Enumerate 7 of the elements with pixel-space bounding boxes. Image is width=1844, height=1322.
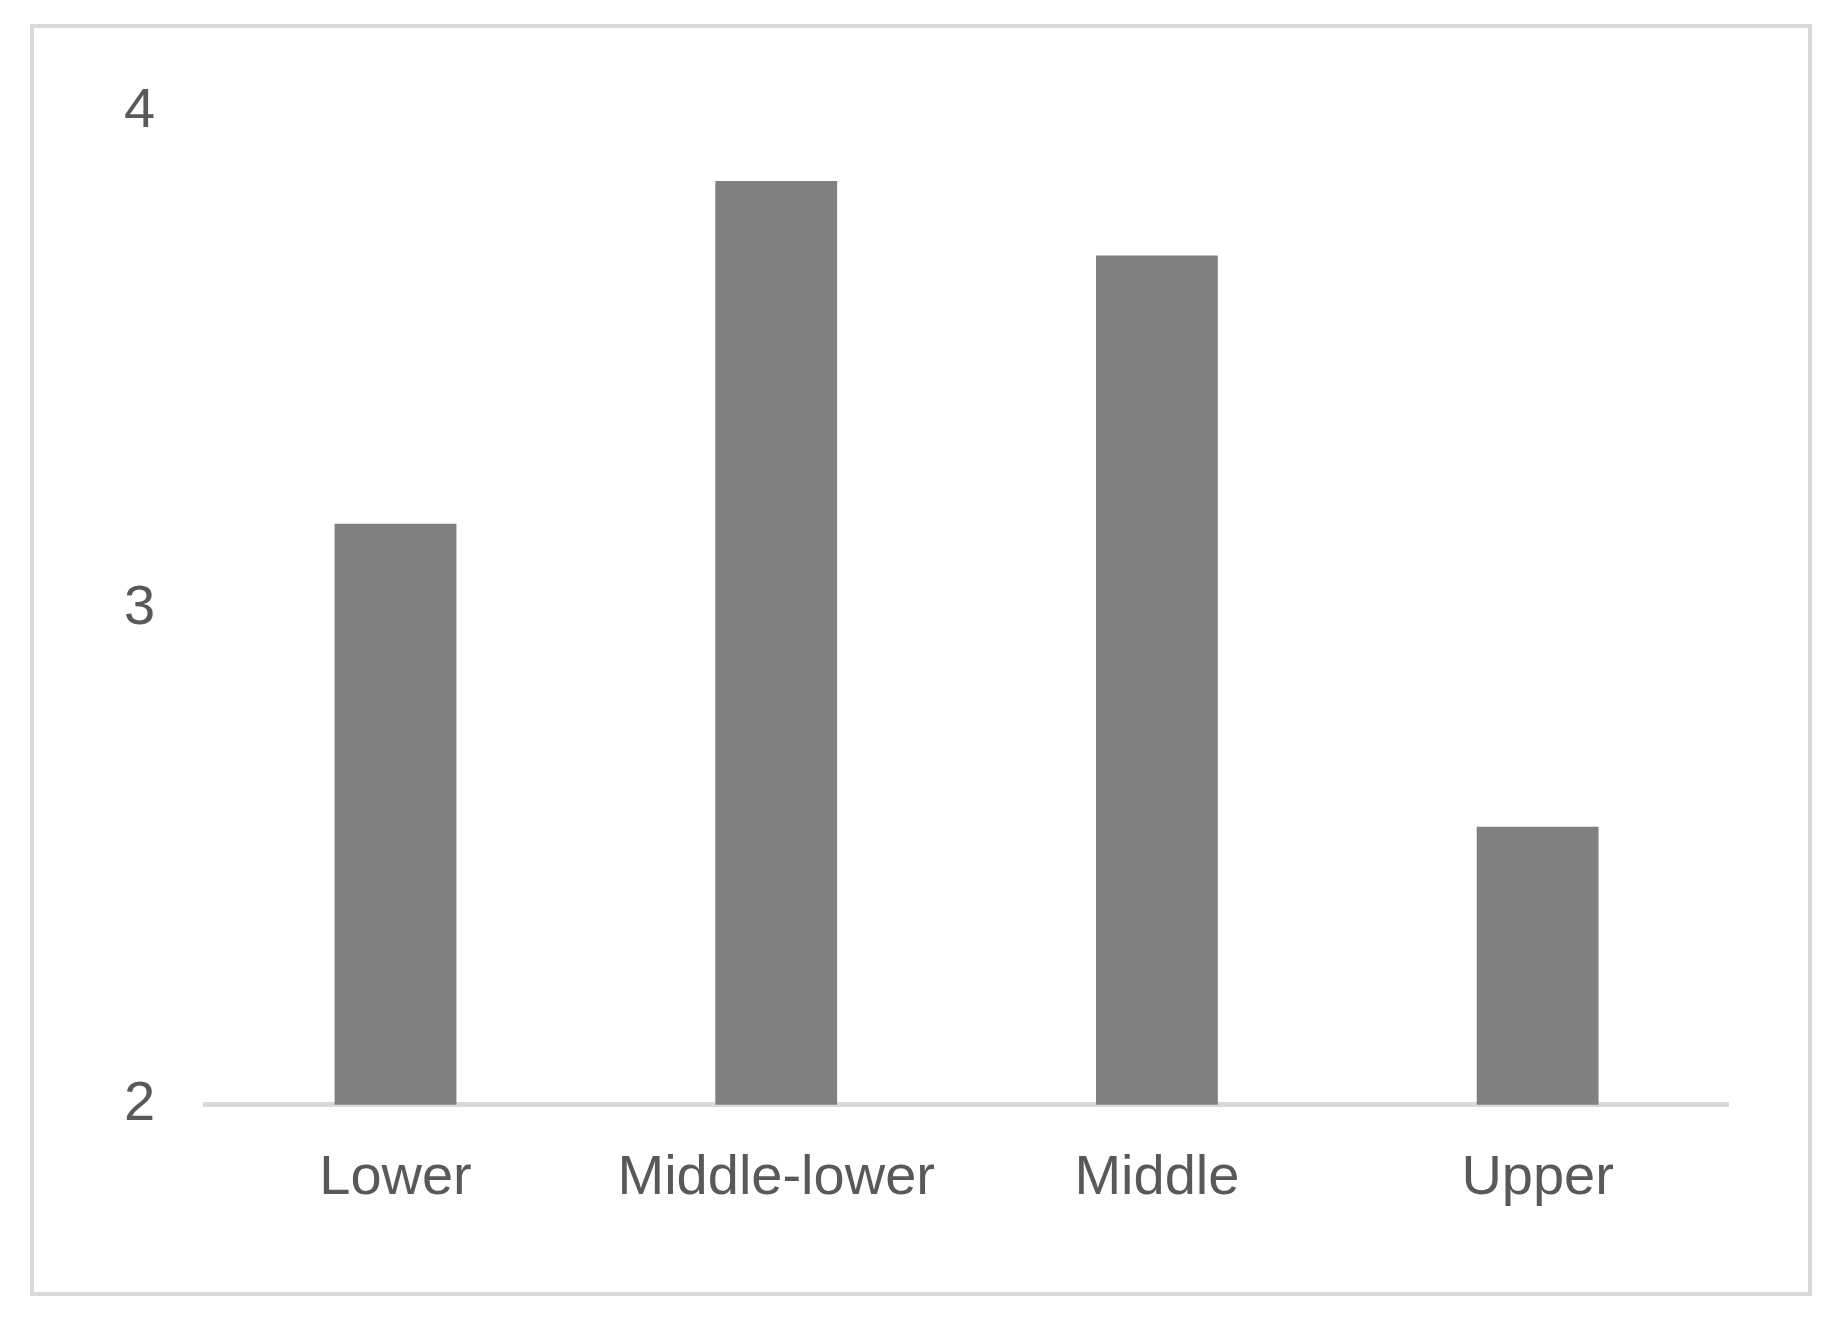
x-tick-label: Lower xyxy=(319,1142,472,1206)
x-tick-label: Middle-lower xyxy=(617,1142,935,1206)
x-tick-label: Upper xyxy=(1461,1142,1614,1206)
y-tick-label: 3 xyxy=(123,572,156,636)
x-tick-label: Middle xyxy=(1074,1142,1240,1206)
y-tick-label: 2 xyxy=(123,1069,156,1133)
y-tick-label: 4 xyxy=(123,76,156,140)
